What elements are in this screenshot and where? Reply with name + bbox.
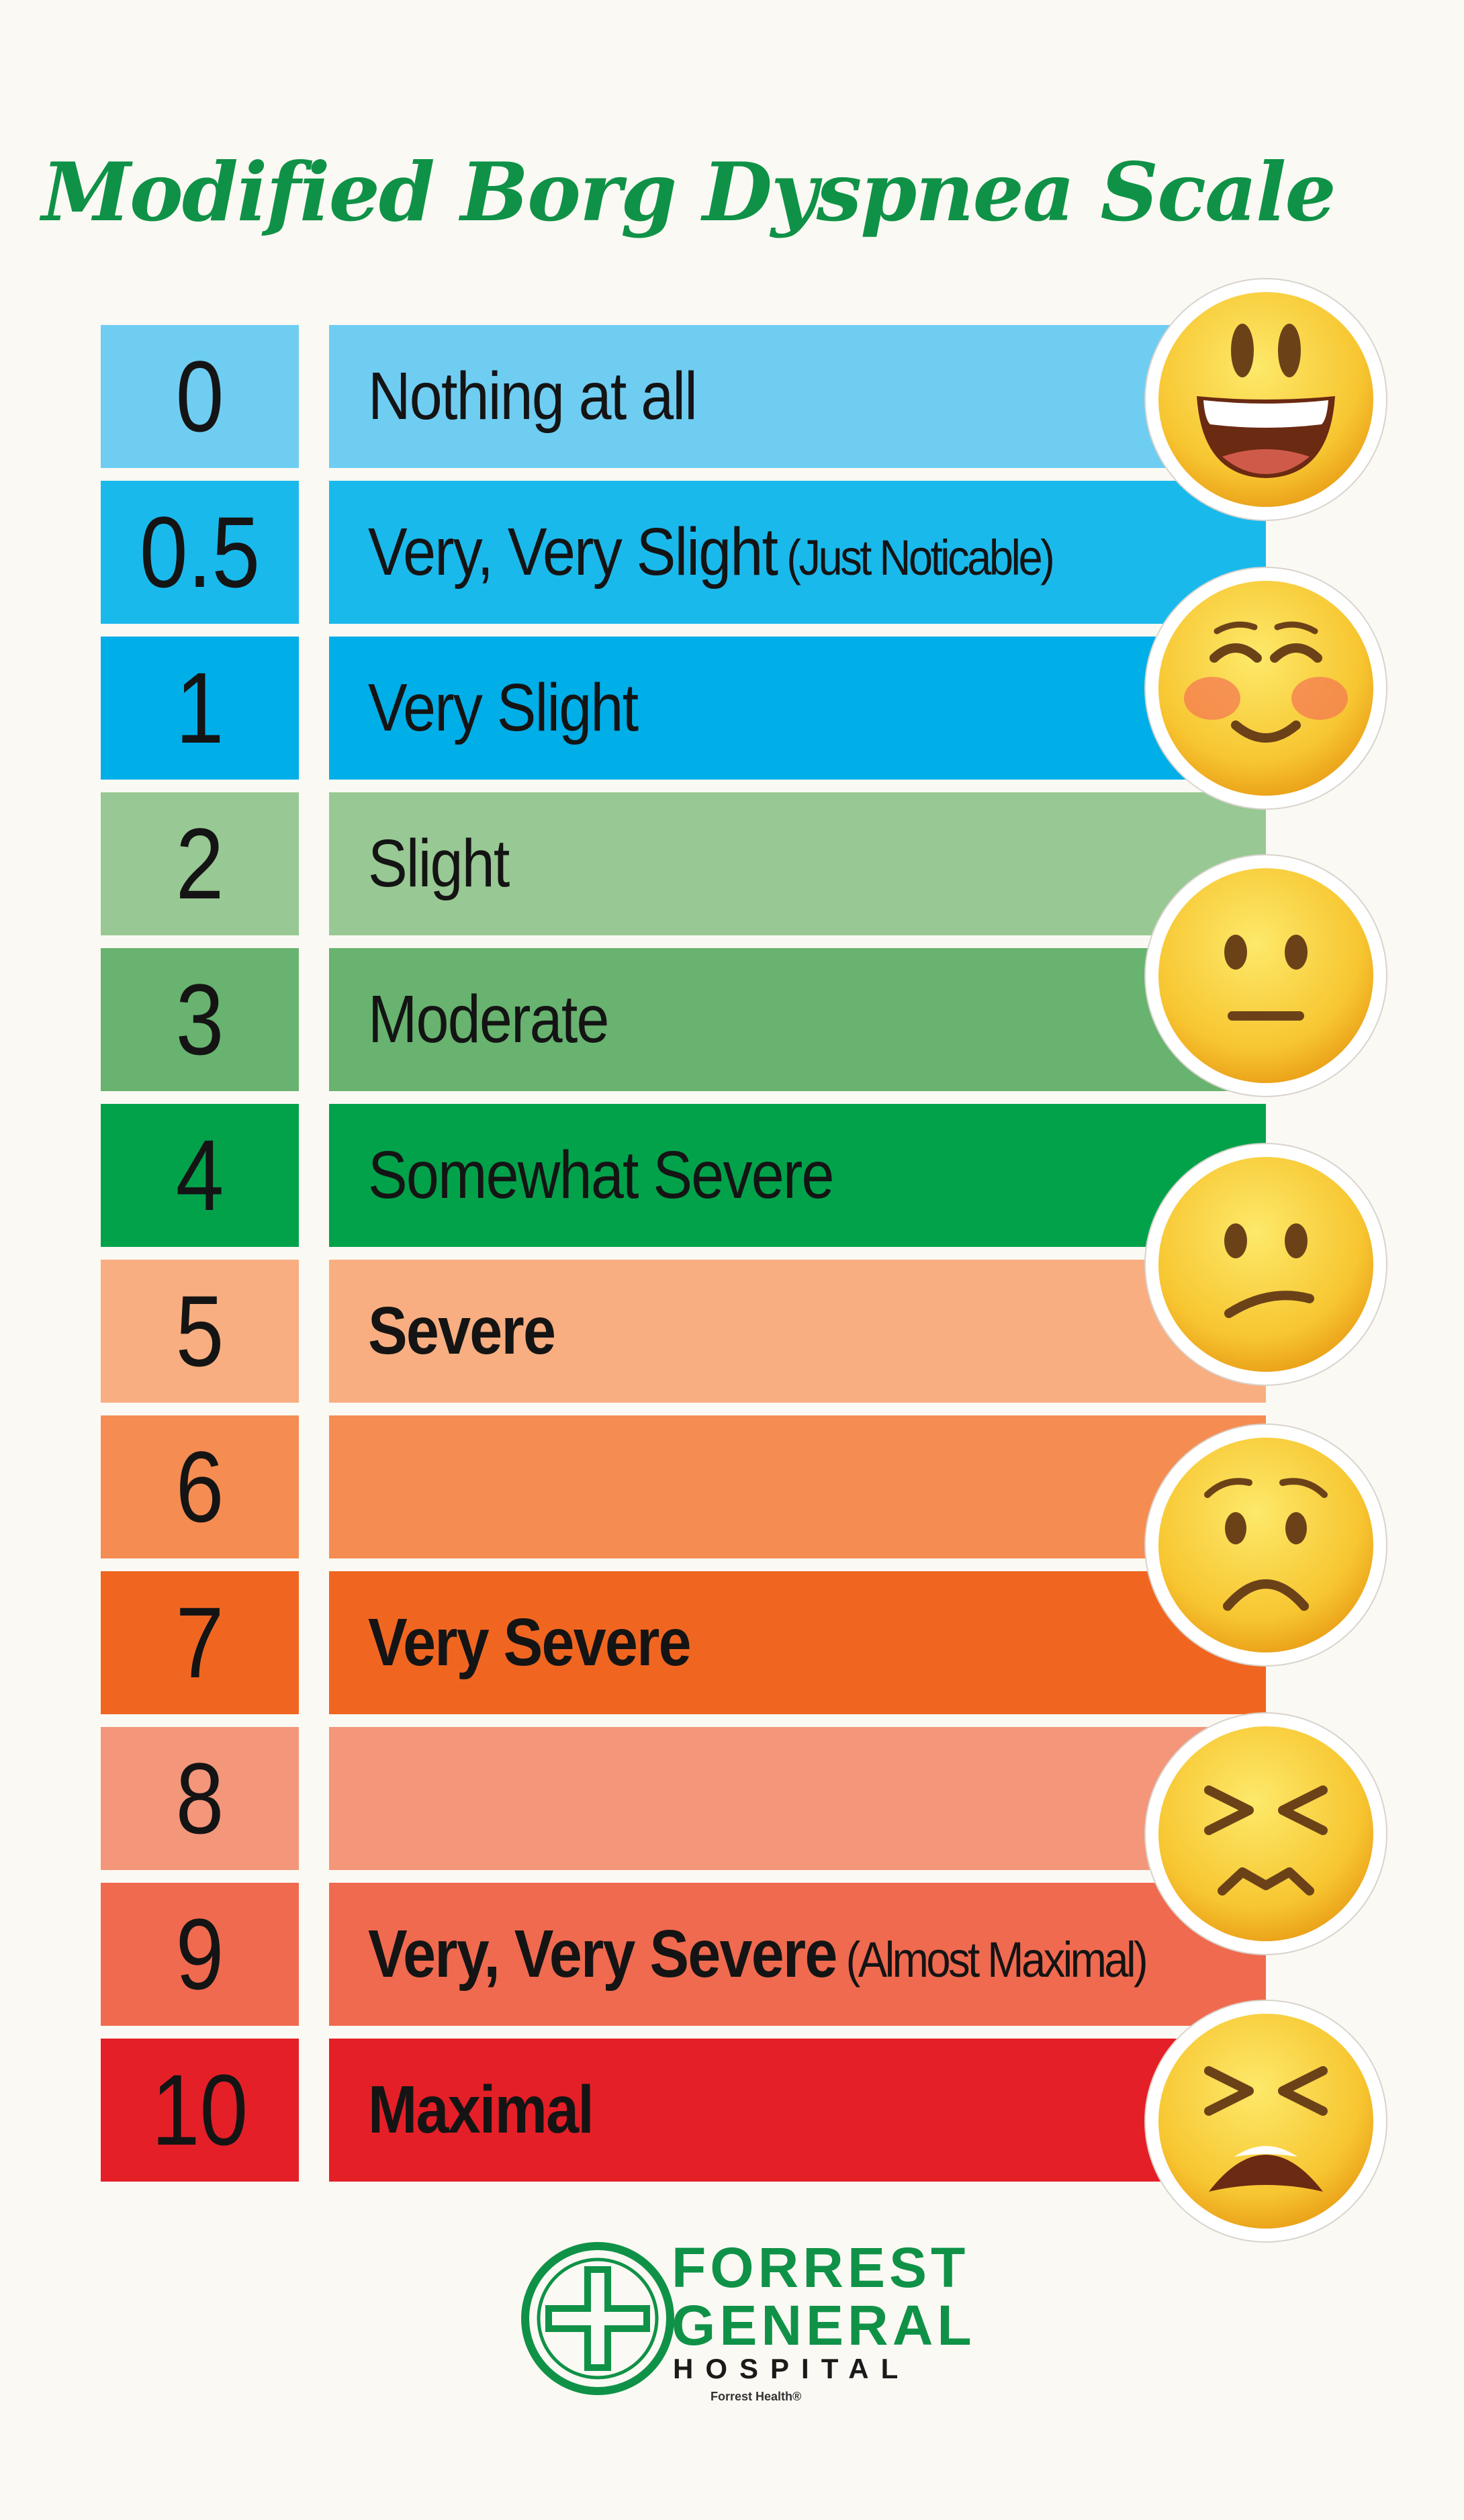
scale-value: 9	[101, 1883, 299, 2026]
scale-descriptor-bar: Moderate	[329, 948, 1266, 1091]
scale-descriptor: Very Slight	[368, 669, 639, 747]
scale-descriptor-note: (Almost Maximal)	[845, 1932, 1148, 1988]
hospital-cross-icon	[521, 2242, 674, 2395]
logo-line-1: FORREST	[672, 2236, 970, 2299]
scale-descriptor: Very, Very Severe (Almost Maximal)	[368, 1916, 1148, 1993]
scale-descriptor: Slight	[368, 825, 510, 902]
smiling-blushing-face-icon	[1144, 567, 1387, 810]
logo-tagline: Forrest Health®	[711, 2390, 802, 2403]
confused-face-icon	[1144, 1143, 1387, 1386]
scale-value: 7	[101, 1571, 299, 1714]
scale-value: 0	[101, 325, 299, 468]
scale-value: 0.5	[101, 481, 299, 624]
scale-descriptor-main: Very, Very Slight	[368, 514, 778, 590]
scale-descriptor-bar	[329, 1415, 1266, 1558]
scale-descriptor-main: Somewhat Severe	[368, 1137, 834, 1213]
scale-descriptor-bar: Nothing at all	[329, 325, 1266, 468]
scale-descriptor: Very, Very Slight (Just Noticable)	[368, 514, 1055, 591]
scale-value: 5	[101, 1260, 299, 1403]
scale-descriptor-main: Slight	[368, 826, 510, 901]
scale-descriptor-bar: Slight	[329, 792, 1266, 935]
scale-value: 2	[101, 792, 299, 935]
scale-descriptor-main: Severe	[368, 1293, 556, 1368]
hospital-logo: FORREST GENERAL HOSPITAL Forrest Health®	[517, 2238, 972, 2403]
scale-descriptor-bar: Severe	[329, 1260, 1266, 1403]
worried-face-icon	[1144, 1424, 1387, 1667]
scale-descriptor-bar: Very Slight	[329, 637, 1266, 780]
scale-descriptor: Very Severe	[368, 1604, 692, 1681]
scale-value: 10	[101, 2039, 299, 2182]
scale-descriptor-note: (Just Noticable)	[786, 530, 1055, 586]
tired-face-icon	[1144, 2000, 1387, 2243]
scale-descriptor-main: Very Severe	[368, 1605, 692, 1680]
scale-descriptor-main: Very, Very Severe	[368, 1916, 837, 1992]
scale-descriptor: Nothing at all	[368, 358, 698, 435]
scale-value: 4	[101, 1104, 299, 1247]
logo-line-2: GENERAL	[672, 2294, 976, 2357]
scale-descriptor-bar: Very, Very Slight (Just Noticable)	[329, 481, 1266, 624]
persevering-face-icon	[1144, 1712, 1387, 1955]
scale-descriptor-bar: Maximal	[329, 2039, 1266, 2182]
grinning-face-icon	[1144, 278, 1387, 521]
scale-value: 6	[101, 1415, 299, 1558]
scale-value: 1	[101, 637, 299, 780]
scale-descriptor-bar: Somewhat Severe	[329, 1104, 1266, 1247]
scale-descriptor-main: Nothing at all	[368, 359, 698, 434]
scale-descriptor-bar: Very Severe	[329, 1571, 1266, 1714]
scale-descriptor: Moderate	[368, 981, 609, 1058]
scale-descriptor: Somewhat Severe	[368, 1137, 834, 1214]
scale-descriptor: Maximal	[368, 2071, 594, 2149]
scale-descriptor-bar: Very, Very Severe (Almost Maximal)	[329, 1883, 1266, 2026]
scale-descriptor-main: Moderate	[368, 982, 609, 1057]
scale-value: 8	[101, 1727, 299, 1870]
scale-value: 3	[101, 948, 299, 1091]
scale-descriptor: Severe	[368, 1293, 556, 1370]
page-title: Modified Borg Dyspnea Scale	[42, 145, 1336, 240]
neutral-face-icon	[1144, 854, 1387, 1097]
scale-descriptor-main: Maximal	[368, 2072, 594, 2147]
scale-descriptor-main: Very Slight	[368, 670, 639, 745]
scale-descriptor-bar	[329, 1727, 1266, 1870]
logo-line-3: HOSPITAL	[673, 2353, 911, 2384]
